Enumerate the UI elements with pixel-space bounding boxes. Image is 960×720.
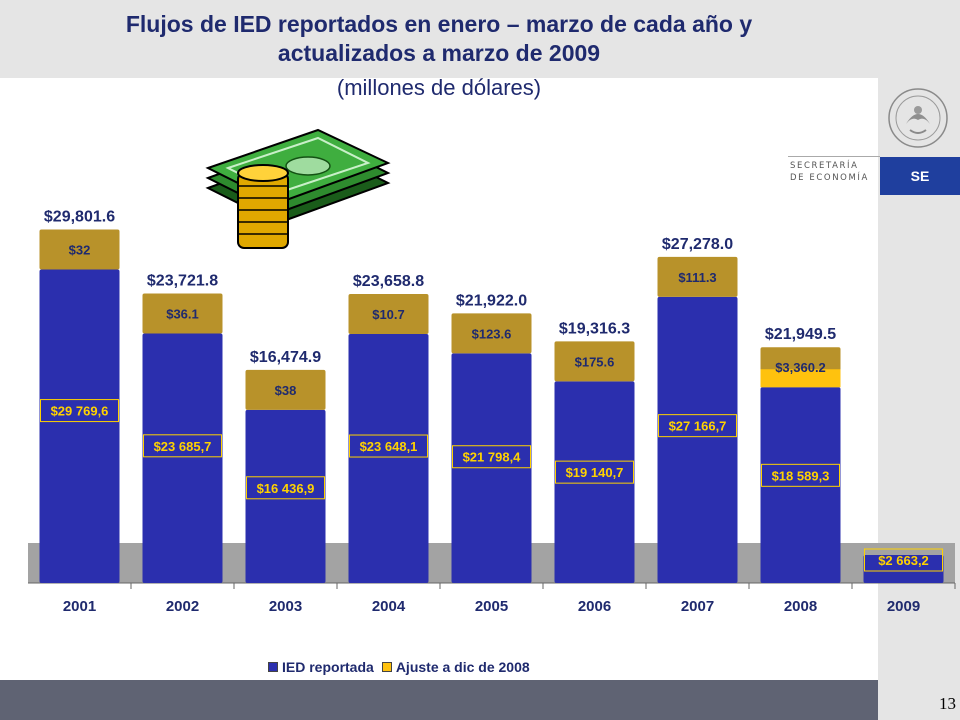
total-label-2007: $27,278.0 bbox=[662, 236, 733, 253]
adjustment-label-2006: $175.6 bbox=[575, 354, 615, 369]
reported-label-2007: $27 166,7 bbox=[669, 419, 727, 434]
chart-legend: IED reportada Ajuste a dic de 2008 bbox=[268, 658, 538, 676]
reported-label-box-2007 bbox=[658, 414, 737, 438]
adjustment-label-2005: $123.6 bbox=[472, 326, 512, 341]
money-stack-icon bbox=[205, 128, 391, 249]
bar-reported-2003 bbox=[245, 409, 326, 583]
adjustment-label-2001: $32 bbox=[69, 242, 91, 257]
total-label-2003: $16,474.9 bbox=[250, 349, 321, 366]
reported-label-box-2009 bbox=[864, 548, 943, 572]
bar-adjustment-2001 bbox=[39, 229, 120, 270]
fdi-bar-chart: $32 $29,801.6 $29 769,6 2001 $36.1 $23,721.8 $… bbox=[28, 208, 956, 615]
x-tick-label-2001: 2001 bbox=[63, 598, 96, 615]
bar-adjustment-2002 bbox=[142, 293, 223, 334]
chart-title: Flujos de IED reportados en enero – marz… bbox=[0, 10, 878, 68]
secretaria-label: SECRETARÍA DE ECONOMÍA bbox=[790, 160, 880, 184]
title-line-2: actualizados a marzo de 2009 bbox=[277, 40, 601, 66]
total-label-2004: $23,658.8 bbox=[353, 273, 424, 290]
bar-adjustment-2004 bbox=[348, 293, 429, 334]
x-tick-label-2007: 2007 bbox=[681, 598, 714, 615]
bar-adjustment-2005 bbox=[451, 313, 532, 354]
total-label-2001: $29,801.6 bbox=[44, 208, 115, 225]
reported-label-box-2002 bbox=[143, 434, 222, 458]
reported-label-2005: $21 798,4 bbox=[463, 450, 522, 465]
bar-reported-2004 bbox=[348, 333, 429, 583]
bar-adjustment-2006 bbox=[554, 341, 635, 382]
bar-reported-2002 bbox=[142, 333, 223, 583]
reported-label-2001: $29 769,6 bbox=[51, 404, 109, 419]
x-tick-label-2002: 2002 bbox=[166, 598, 199, 615]
total-label-2008: $21,949.5 bbox=[765, 326, 836, 343]
bar-reported-2009 bbox=[863, 554, 944, 583]
bar-adjustment-2007 bbox=[657, 256, 738, 297]
total-label-2006: $19,316.3 bbox=[559, 320, 630, 337]
bar-reported-2006 bbox=[554, 381, 635, 583]
reported-label-2009: $2 663,2 bbox=[878, 553, 929, 568]
x-tick-label-2005: 2005 bbox=[475, 598, 508, 615]
legend-label-adjustment: Ajuste a dic de 2008 bbox=[395, 659, 530, 675]
adjustment-label-2007: $111.3 bbox=[678, 270, 716, 285]
reported-label-box-2001 bbox=[40, 399, 119, 423]
secretaria-line-1: SECRETARÍA bbox=[790, 161, 859, 171]
reported-label-box-2003 bbox=[246, 476, 325, 500]
page-number: 13 bbox=[939, 694, 956, 713]
adjustment-label-2008: $3,360.2 bbox=[775, 360, 826, 375]
reported-label-2008: $18 589,3 bbox=[772, 468, 830, 483]
bar-reported-2008 bbox=[760, 387, 841, 583]
chart-subtitle: (millones de dólares) bbox=[336, 75, 542, 100]
x-tick-label-2004: 2004 bbox=[372, 598, 406, 615]
adjustment-label-2003: $38 bbox=[275, 383, 297, 398]
footer-bar bbox=[0, 680, 878, 720]
legend-label-reported: IED reportada bbox=[282, 659, 374, 675]
reported-label-box-2004 bbox=[349, 434, 428, 458]
mexico-seal-icon bbox=[888, 88, 948, 148]
total-label-2002: $23,721.8 bbox=[147, 273, 218, 290]
reported-label-box-2008 bbox=[761, 463, 840, 487]
title-line-1: Flujos de IED reportados en enero – marz… bbox=[125, 11, 753, 37]
bar-reported-2007 bbox=[657, 296, 738, 583]
adjustment-label-2002: $36.1 bbox=[166, 307, 199, 322]
reported-label-box-2006 bbox=[555, 460, 634, 484]
se-logo-badge: SE bbox=[880, 157, 960, 195]
legend-item-adjustment: Ajuste a dic de 2008 bbox=[381, 659, 530, 675]
adjustment-label-2004: $10.7 bbox=[372, 307, 405, 322]
reported-label-2003: $16 436,9 bbox=[257, 481, 315, 496]
total-label-2005: $21,922.0 bbox=[456, 292, 527, 309]
x-tick-label-2008: 2008 bbox=[784, 598, 817, 615]
reported-label-2004: $23 648,1 bbox=[360, 439, 418, 454]
secretaria-line-2: DE ECONOMÍA bbox=[790, 173, 869, 183]
x-tick-label-2009: 2009 bbox=[887, 598, 920, 615]
title-bar bbox=[0, 0, 878, 78]
legend-swatch-reported bbox=[268, 662, 278, 672]
legend-item-reported: IED reportada bbox=[268, 659, 374, 675]
bar-adjustment-2003 bbox=[245, 369, 326, 410]
reported-label-2006: $19 140,7 bbox=[566, 465, 624, 480]
reported-label-box-2005 bbox=[452, 445, 531, 469]
x-tick-label-2003: 2003 bbox=[269, 598, 302, 615]
logo-divider bbox=[788, 156, 880, 157]
bar-adjustment-highlight-2008 bbox=[760, 369, 841, 388]
bar-reported-2001 bbox=[39, 269, 120, 583]
x-tick-label-2006: 2006 bbox=[578, 598, 611, 615]
legend-swatch-adjustment bbox=[381, 662, 392, 672]
reported-label-2002: $23 685,7 bbox=[154, 439, 212, 454]
